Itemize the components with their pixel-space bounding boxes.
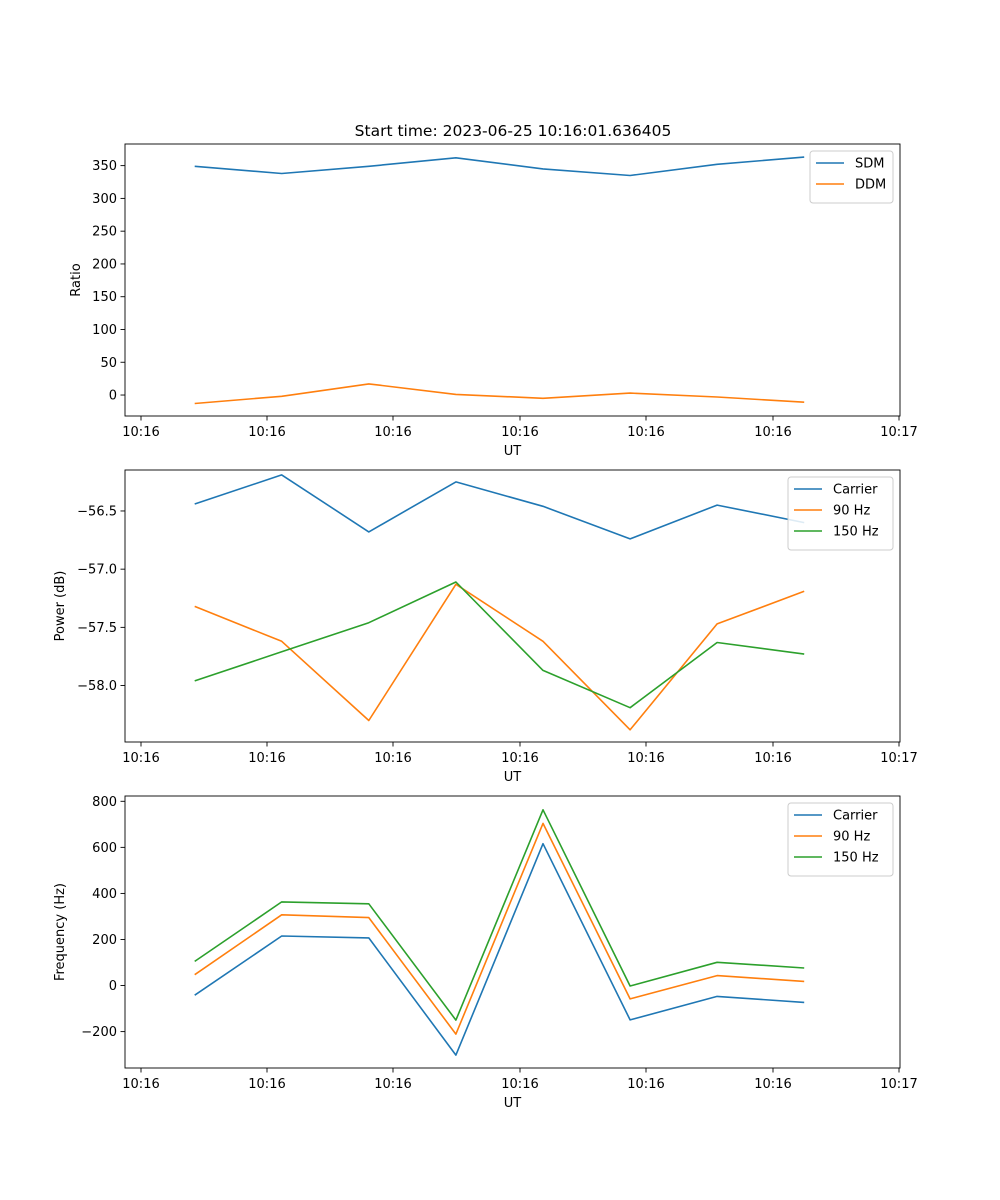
legend-label: 150 Hz (833, 525, 879, 540)
y-tick-label: −57.5 (77, 621, 117, 636)
y-tick-label: 250 (92, 225, 117, 240)
subplot-ratio: 10:16 10:16 10:16 10:16 10:16 10:16 10:17 0 50 10… (69, 143, 918, 459)
x-tick-label: 10:16 (501, 1077, 538, 1092)
y-tick-label: 200 (92, 257, 117, 272)
legend-label: Carrier (833, 483, 878, 498)
y-tick-label: 100 (92, 323, 117, 338)
y-tick-label: 400 (92, 887, 117, 902)
x-tick-label: 10:16 (248, 1077, 285, 1092)
x-tick-label: 10:16 (754, 425, 791, 440)
x-tick-label: 10:16 (627, 1077, 664, 1092)
x-tick-label: 10:16 (374, 751, 411, 766)
y-tick-label: 150 (92, 290, 117, 305)
x-tick-label: 10:16 (374, 1077, 411, 1092)
x-tick-label: 10:17 (880, 1077, 917, 1092)
legend-box (809, 150, 894, 204)
legend: SDM DDM (809, 150, 894, 204)
y-axis-label: Power (dB) (53, 571, 68, 642)
x-tick-label: 10:16 (754, 751, 791, 766)
y-tick-label: 350 (92, 159, 117, 174)
x-tick-label: 10:16 (122, 751, 159, 766)
series-line-ddm (194, 383, 805, 405)
x-tick-label: 10:16 (248, 751, 285, 766)
x-tick-label: 10:16 (627, 425, 664, 440)
y-axis-label: Frequency (Hz) (53, 883, 68, 981)
x-tick-label: 10:16 (374, 425, 411, 440)
x-axis-label: UT (504, 1096, 522, 1111)
subplot-frequency: 10:16 10:16 10:16 10:16 10:16 10:16 10:17 −200 0… (53, 795, 918, 1111)
y-tick-label: 600 (92, 841, 117, 856)
axes-frame (124, 469, 901, 743)
x-tick-label: 10:16 (248, 425, 285, 440)
y-tick-label: 50 (100, 356, 117, 371)
x-tick-label: 10:16 (122, 425, 159, 440)
series-line-sdm (194, 156, 805, 177)
legend-label: Carrier (833, 809, 878, 824)
x-tick-label: 10:16 (627, 751, 664, 766)
legend: Carrier 90 Hz 150 Hz (787, 476, 894, 551)
axes-frame (124, 795, 901, 1069)
x-tick-label: 10:16 (122, 1077, 159, 1092)
legend: Carrier 90 Hz 150 Hz (787, 802, 894, 877)
legend-label: 150 Hz (833, 851, 879, 866)
x-tick-label: 10:16 (501, 751, 538, 766)
y-tick-label: −200 (81, 1025, 117, 1040)
legend-label: 90 Hz (833, 504, 870, 519)
legend-label: DDM (855, 178, 886, 193)
x-axis-label: UT (504, 444, 522, 459)
y-tick-label: 800 (92, 795, 117, 810)
x-tick-label: 10:17 (880, 751, 917, 766)
x-axis-label: UT (504, 770, 522, 785)
chart-title: Start time: 2023-06-25 10:16:01.636405 (355, 122, 672, 140)
legend-label: 90 Hz (833, 830, 870, 845)
y-tick-label: 0 (109, 979, 117, 994)
y-axis-label: Ratio (69, 263, 84, 296)
x-tick-label: 10:17 (880, 425, 917, 440)
axes-frame (124, 143, 901, 417)
series-line-90-hz (194, 822, 805, 1035)
series-line-90-hz (194, 583, 805, 731)
y-tick-label: −58.0 (77, 679, 117, 694)
legend-label: SDM (855, 157, 884, 172)
y-tick-label: 200 (92, 933, 117, 948)
y-tick-label: 300 (92, 192, 117, 207)
y-tick-label: −56.5 (77, 504, 117, 519)
series-line-carrier (194, 842, 805, 1056)
subplot-power: 10:16 10:16 10:16 10:16 10:16 10:16 10:17 −58.0… (53, 469, 918, 785)
x-tick-label: 10:16 (501, 425, 538, 440)
series-line-carrier (194, 474, 805, 540)
series-line-150-hz (194, 581, 805, 709)
y-tick-label: 0 (109, 389, 117, 404)
x-tick-label: 10:16 (754, 1077, 791, 1092)
y-tick-label: −57.0 (77, 563, 117, 578)
series-line-150-hz (194, 808, 805, 1021)
